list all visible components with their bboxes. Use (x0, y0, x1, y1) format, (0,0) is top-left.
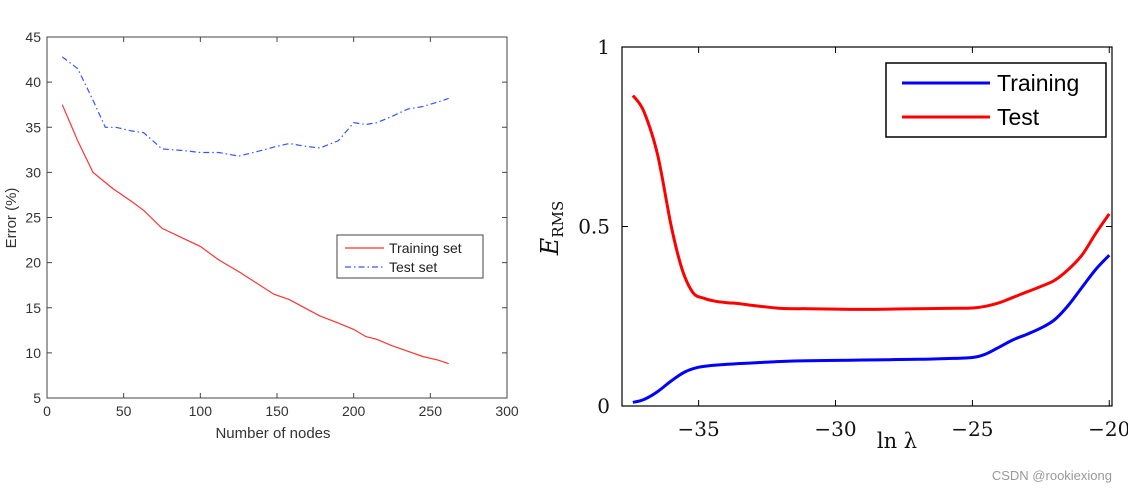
left-y-tick-label: 15 (25, 300, 41, 316)
left-x-tick-label: 250 (419, 403, 443, 419)
left-x-tick-label: 50 (116, 403, 132, 419)
left-plot-area (46, 36, 508, 399)
right-series (631, 94, 1111, 404)
left-series-line-test-set (61, 56, 449, 157)
right-y-label-sub: RMS (549, 201, 567, 238)
left-tick-marks: 0 50 100 150 200 250 300 5 10 15 20 25 30 35 40 45 (25, 29, 518, 419)
watermark: CSDN @rookiexiong (991, 468, 1112, 483)
left-x-tick-label: 100 (189, 403, 213, 419)
right-x-tick-label: −30 (814, 417, 856, 441)
legend-label-training: Training (997, 70, 1079, 96)
left-x-axis-label: Number of nodes (215, 425, 330, 442)
right-legend-box (885, 62, 1107, 138)
left-y-tick-label: 45 (25, 29, 41, 45)
svg-text:ERMS: ERMS (536, 201, 567, 256)
right-y-label-main: E (536, 237, 564, 256)
right-x-tick-label: −35 (678, 417, 720, 441)
right-x-axis-label: ln λ (877, 429, 917, 453)
left-y-axis-label: Error (%) (3, 188, 20, 249)
right-y-tick-label: 1 (597, 35, 610, 59)
left-chart: 0 50 100 150 200 250 300 5 10 15 20 25 30 35 40 45 Numb… (3, 29, 519, 442)
right-legend: Training Test (885, 62, 1107, 138)
left-legend-box (336, 234, 484, 279)
right-tick-marks: −35 −30 −25 −20 0 0.5 1 (578, 35, 1128, 441)
legend-label-training-set: Training set (389, 240, 462, 256)
left-x-tick-label: 0 (43, 403, 51, 419)
left-x-tick-label: 200 (342, 403, 366, 419)
right-x-tick-label: −25 (951, 417, 993, 441)
left-legend: Training set Test set (336, 234, 484, 279)
right-y-tick-label: 0 (597, 394, 610, 418)
left-y-tick-label: 20 (25, 255, 41, 271)
left-y-tick-label: 35 (25, 119, 41, 135)
left-series (61, 56, 449, 365)
left-y-tick-label: 40 (25, 74, 41, 90)
left-y-tick-label: 25 (25, 210, 41, 226)
right-chart: −35 −30 −25 −20 0 0.5 1 ln λ ERMS Training Tes… (536, 35, 1128, 453)
left-y-tick-label: 10 (25, 345, 41, 361)
left-y-tick-label: 30 (25, 164, 41, 180)
right-x-tick-label: −20 (1088, 417, 1128, 441)
right-y-tick-label: 0.5 (578, 215, 610, 239)
legend-label-test-set: Test set (389, 259, 437, 275)
left-x-tick-label: 300 (495, 403, 519, 419)
legend-label-test: Test (997, 104, 1040, 130)
right-series-line-training (632, 254, 1111, 404)
right-y-axis-label: ERMS (536, 201, 567, 256)
right-series-line-test (631, 94, 1111, 311)
left-y-tick-label: 5 (33, 390, 41, 406)
left-x-tick-label: 150 (265, 403, 289, 419)
left-series-line-training-set (61, 104, 449, 365)
